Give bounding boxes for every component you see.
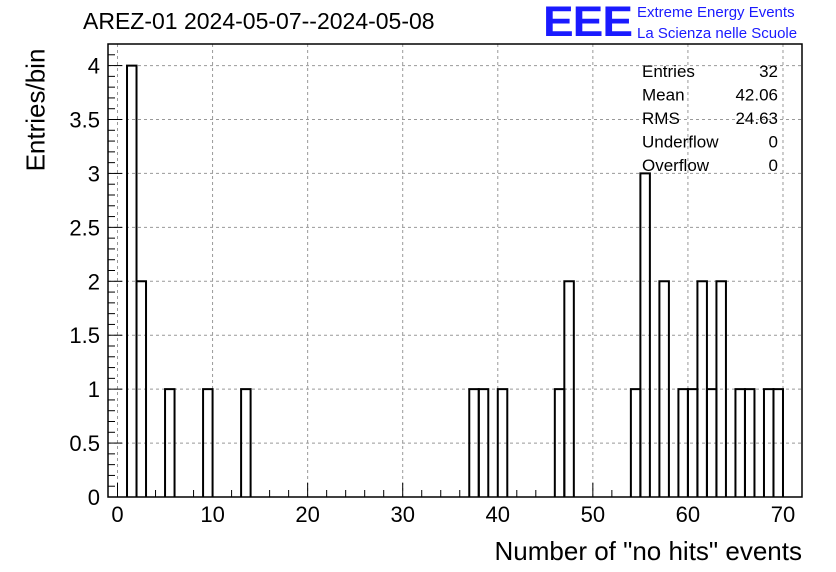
x-tick-label: 30: [390, 502, 414, 527]
histogram-bar: [715, 280, 727, 497]
histogram-bar: [240, 388, 252, 497]
stats-value: 42.06: [735, 86, 778, 105]
logo-subtitle-line1: Extreme Energy Events: [637, 4, 795, 21]
y-tick-label: 4: [88, 54, 100, 79]
stats-label: RMS: [642, 109, 680, 128]
y-tick-label: 1.5: [69, 323, 100, 348]
x-tick-label: 40: [486, 502, 510, 527]
stats-value: 32: [759, 62, 778, 81]
histogram-bar: [772, 388, 784, 497]
y-tick-label: 3.5: [69, 108, 100, 133]
y-tick-label: 2.5: [69, 215, 100, 240]
histogram-bar: [658, 280, 670, 497]
x-tick-label: 60: [676, 502, 700, 527]
histogram-bar: [135, 280, 148, 497]
eee-logo: EEE: [543, 0, 633, 46]
histogram-bar: [563, 280, 575, 497]
x-tick-label: 0: [111, 502, 123, 527]
x-tick-label: 20: [295, 502, 319, 527]
histogram-bar: [202, 388, 214, 497]
x-tick-label: 10: [200, 502, 224, 527]
stats-box: Entries 32 Mean 42.06 RMS 24.63 Underflow 0 Over…: [642, 62, 778, 175]
histogram-bar: [164, 388, 176, 497]
y-tick-label: 3: [88, 161, 100, 186]
stats-label: Overflow: [642, 156, 710, 175]
tick-labels: 0 10 20 30 40 50 60 70 0 0.5 1 1.5 2 2.5 3 3.5 4: [69, 54, 795, 527]
histogram-bar: [477, 388, 490, 497]
stats-label: Underflow: [642, 133, 719, 152]
histogram-bar: [639, 172, 651, 497]
stats-label: Entries: [642, 62, 695, 81]
y-tick-label: 0.5: [69, 431, 100, 456]
stats-value: 24.63: [735, 109, 778, 128]
y-tick-label: 0: [88, 485, 100, 510]
x-tick-label: 70: [771, 502, 795, 527]
chart-title: AREZ-01 2024-05-07--2024-05-08: [83, 8, 435, 34]
histogram-bars: [126, 64, 784, 497]
y-tick-label: 2: [88, 269, 100, 294]
x-axis-label: Number of "no hits" events: [494, 536, 803, 566]
logo-subtitle-line2: La Scienza nelle Scuole: [637, 25, 798, 42]
histogram-bar: [496, 388, 509, 497]
stats-value: 0: [769, 133, 778, 152]
stats-value: 0: [769, 156, 778, 175]
y-tick-label: 1: [88, 377, 100, 402]
axes: [107, 43, 803, 498]
stats-label: Mean: [642, 86, 685, 105]
histogram-bar: [743, 388, 756, 497]
x-tick-label: 50: [581, 502, 605, 527]
